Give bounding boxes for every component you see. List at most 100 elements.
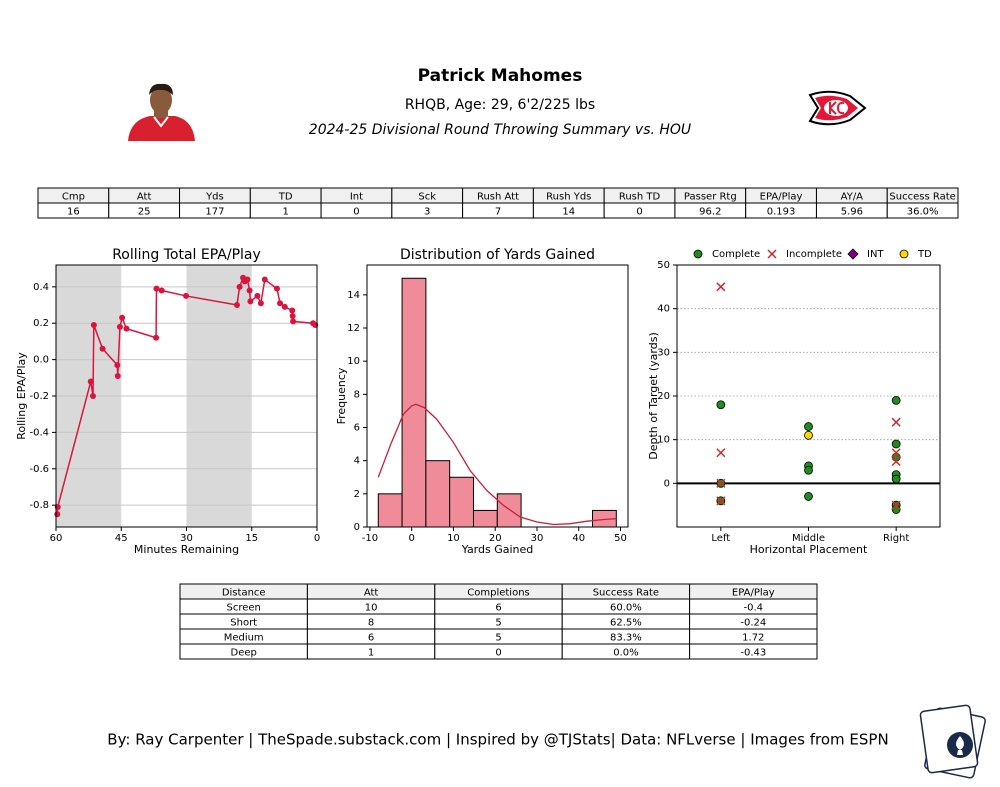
y-tick-label: 0 (664, 478, 670, 489)
y-tick-label: 0.4 (33, 282, 49, 293)
table-cell (886, 202, 959, 219)
y-tick-label: 14 (347, 290, 360, 301)
bar (377, 493, 403, 528)
point (277, 300, 284, 307)
axes-frame (676, 264, 941, 528)
table-cell-text: -0.43 (740, 648, 766, 659)
table-header-text: Success Rate (889, 192, 955, 203)
table-cell-text: Medium (224, 633, 264, 644)
x-tick-label: -10 (362, 533, 378, 544)
x-axis-label: Horizontal Placement (750, 543, 868, 556)
point (290, 318, 297, 325)
brand-logo (919, 704, 986, 779)
bar (496, 493, 522, 528)
table-header-text: Cmp (62, 192, 85, 203)
y-tick-label: -0.8 (29, 500, 49, 511)
table-header-text: Att (364, 588, 379, 599)
point (273, 285, 280, 292)
table-header-text: EPA/Play (732, 588, 775, 599)
table-header-text: Att (137, 192, 152, 203)
point (281, 303, 288, 310)
x-tick-label: 10 (447, 533, 460, 544)
table-cell-text: 8 (368, 618, 374, 629)
point (254, 292, 261, 299)
table-header-text: Passer Rtg (684, 192, 737, 203)
point (89, 393, 96, 399)
bar (472, 509, 498, 528)
chart-title: Distribution of Yards Gained (400, 247, 595, 263)
x-tick-label: Middle (792, 533, 825, 544)
table-cell-text: 96.2 (699, 207, 721, 218)
density-curve (377, 403, 617, 526)
point (891, 500, 901, 510)
y-tick-label: 50 (657, 260, 670, 271)
table-cell-text: 25 (138, 207, 151, 218)
x-tick-label: Left (711, 533, 730, 544)
y-axis-label: Frequency (335, 367, 348, 424)
y-tick-label: 4 (354, 456, 360, 467)
point (716, 448, 726, 458)
table-cell-text: 1.72 (742, 633, 764, 644)
point (891, 439, 901, 449)
legend-marker (847, 248, 859, 260)
legend-label: INT (867, 249, 884, 260)
table-cell-text: -0.4 (744, 603, 764, 614)
table-header-text: Rush Att (477, 192, 519, 203)
point (114, 372, 121, 379)
table-header-text: Sck (418, 192, 436, 203)
point (123, 325, 130, 332)
x-tick-label: 20 (489, 533, 502, 544)
table-header-text: Success Rate (593, 588, 659, 599)
point (716, 478, 726, 488)
table-cell-text: -0.24 (740, 618, 766, 629)
bar (449, 476, 474, 528)
y-tick-label: 10 (347, 356, 360, 367)
table-header-text: Rush Yds (546, 192, 591, 203)
table-cell-text: 14 (562, 207, 575, 218)
point (891, 395, 901, 405)
table-cell-text: 60.0% (610, 603, 642, 614)
point (99, 345, 106, 352)
point (804, 492, 813, 501)
y-tick-label: 0.0 (33, 355, 49, 366)
table-cell-text: 0 (495, 648, 501, 659)
legend-marker (767, 249, 777, 259)
point (236, 283, 243, 290)
point (891, 417, 901, 427)
table-cell-text: 0 (353, 207, 359, 218)
marker-stroke (891, 448, 901, 458)
table-cell-text: 1 (368, 648, 374, 659)
y-tick-label: 10 (657, 435, 670, 446)
x-axis-label: Yards Gained (461, 543, 534, 556)
point (289, 307, 296, 314)
point (257, 300, 264, 307)
y-tick-label: 0.2 (33, 318, 49, 329)
point (804, 430, 813, 440)
x-tick-label: 45 (115, 533, 128, 544)
y-tick-label: 30 (657, 347, 670, 358)
table-header-text: Rush TD (619, 192, 661, 203)
x-tick-label: 30 (180, 533, 193, 544)
marker-stroke (716, 496, 726, 506)
y-tick-label: 6 (354, 423, 360, 434)
y-tick-label: -0.4 (29, 427, 49, 438)
x-axis-label: Minutes Remaining (134, 543, 239, 556)
point (289, 312, 296, 319)
table-cell-text: 36.0% (907, 207, 939, 218)
title: Patrick Mahomes (418, 66, 583, 86)
x-tick-label: 15 (245, 533, 258, 544)
point (116, 323, 123, 330)
table-cell-text: 0 (636, 207, 642, 218)
table-cell-text: 16 (67, 207, 80, 218)
table-header-text: Yds (205, 192, 224, 203)
point (119, 314, 126, 321)
marker-stroke (716, 478, 726, 488)
legend-marker (693, 249, 703, 259)
table-header-text: EPA/Play (760, 192, 803, 203)
footer: By: Ray Carpenter | TheSpade.substack.co… (107, 731, 888, 749)
point (247, 298, 254, 305)
point (158, 287, 165, 294)
table-header-text: AY/A (841, 192, 864, 203)
marker-stroke (716, 282, 726, 292)
table-cell-text: 5 (495, 618, 501, 629)
